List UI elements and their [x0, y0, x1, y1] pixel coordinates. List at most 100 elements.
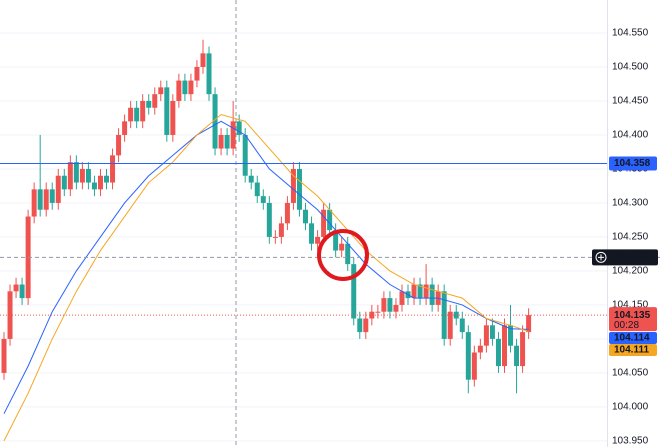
candle-body — [212, 94, 218, 149]
candle-body — [170, 100, 176, 135]
candle-body — [73, 162, 79, 183]
candle-body — [508, 325, 514, 346]
candle-body — [97, 175, 103, 190]
candle-body — [19, 284, 25, 299]
candle-body — [387, 298, 393, 312]
candle-body — [248, 175, 254, 183]
candle-body — [182, 80, 188, 95]
candle-body — [357, 318, 363, 333]
candle-body — [194, 66, 200, 81]
candle-body — [176, 80, 182, 101]
y-tick-label: 104.300 — [612, 198, 649, 209]
candle-body — [381, 298, 387, 312]
candle-body — [429, 284, 435, 305]
candle-body — [303, 209, 308, 224]
y-tick-label: 104.550 — [612, 28, 649, 39]
candle-body — [134, 107, 140, 122]
last-price-label: 104.135 — [614, 310, 651, 321]
candle-body — [351, 264, 357, 319]
candle-body — [1, 338, 7, 373]
candle-body — [188, 80, 194, 95]
candle-body — [423, 284, 429, 299]
candle-body — [206, 53, 212, 95]
candle-body — [152, 94, 158, 108]
y-tick-label: 104.050 — [612, 368, 649, 379]
candle-body — [369, 311, 375, 319]
candle-body — [459, 318, 465, 333]
candle-body — [37, 189, 43, 210]
candle-body — [128, 107, 134, 122]
candle-body — [471, 352, 477, 380]
ma-label-bg — [609, 344, 657, 356]
candle-body — [514, 345, 520, 367]
candle-body — [79, 168, 85, 183]
hline-label: 104.358 — [614, 158, 651, 169]
candle-body — [110, 155, 116, 183]
candle-body — [411, 284, 417, 299]
candle-body — [55, 175, 61, 203]
candle-body — [266, 202, 272, 237]
candle-body — [296, 168, 302, 210]
ma-label: 104.114 — [614, 333, 650, 344]
last-price-bg — [609, 307, 657, 332]
candle-body — [61, 175, 67, 190]
candle-body — [345, 243, 351, 265]
candle-body — [333, 230, 339, 251]
candle-body — [327, 209, 333, 231]
ma-label-bg — [609, 332, 657, 344]
candle-body — [526, 315, 532, 333]
y-tick-label: 104.150 — [612, 300, 649, 311]
annotation-circle — [317, 229, 369, 281]
y-tick-label: 103.950 — [612, 436, 649, 447]
crosshair-label: 104.220 — [614, 252, 651, 263]
candle-body — [67, 162, 73, 190]
moving-average — [3, 114, 529, 442]
y-tick-label: 104.250 — [612, 232, 649, 243]
countdown-label: 00:28 — [614, 320, 639, 331]
candle-body — [31, 189, 37, 217]
candle-body — [218, 134, 224, 149]
y-tick-label: 104.400 — [612, 130, 649, 141]
candle-body — [321, 209, 327, 237]
y-tick-label: 104.500 — [612, 62, 649, 73]
candle-body — [363, 318, 369, 333]
candle-body — [104, 175, 110, 183]
crosshair-label-bg — [592, 249, 658, 266]
candle-body — [520, 332, 526, 367]
candle-body — [224, 134, 230, 149]
candle-body — [290, 168, 296, 203]
candle-body — [140, 100, 146, 122]
candle-body — [309, 223, 315, 244]
candle-body — [278, 223, 284, 237]
candle-body — [284, 202, 290, 224]
candle-body — [495, 338, 501, 367]
candle-body — [254, 182, 260, 197]
hline-label-bg — [609, 156, 657, 171]
candle-body — [501, 325, 507, 367]
candle-body — [272, 236, 278, 238]
ma-label: 104.111 — [614, 345, 649, 356]
candle-body — [158, 87, 164, 95]
candle-body — [85, 168, 91, 183]
candle-body — [315, 236, 321, 244]
candle-body — [447, 311, 453, 339]
candle-body — [489, 325, 495, 339]
grid — [0, 32, 607, 442]
candle-body — [465, 332, 471, 380]
y-tick-label: 104.450 — [612, 96, 649, 107]
y-tick-label: 104.000 — [612, 402, 649, 413]
candle-body — [13, 284, 19, 292]
candle-body — [122, 121, 128, 135]
candle-body — [375, 311, 381, 313]
candle-body — [417, 284, 423, 299]
candle-body — [477, 345, 483, 353]
candle-body — [483, 325, 489, 346]
candle-body — [260, 196, 266, 203]
candle-body — [230, 121, 236, 149]
candle-body — [116, 134, 122, 156]
candle-body — [393, 304, 399, 312]
candle-body — [200, 53, 206, 67]
crosshair-icon — [595, 251, 607, 263]
moving-average — [3, 120, 529, 414]
